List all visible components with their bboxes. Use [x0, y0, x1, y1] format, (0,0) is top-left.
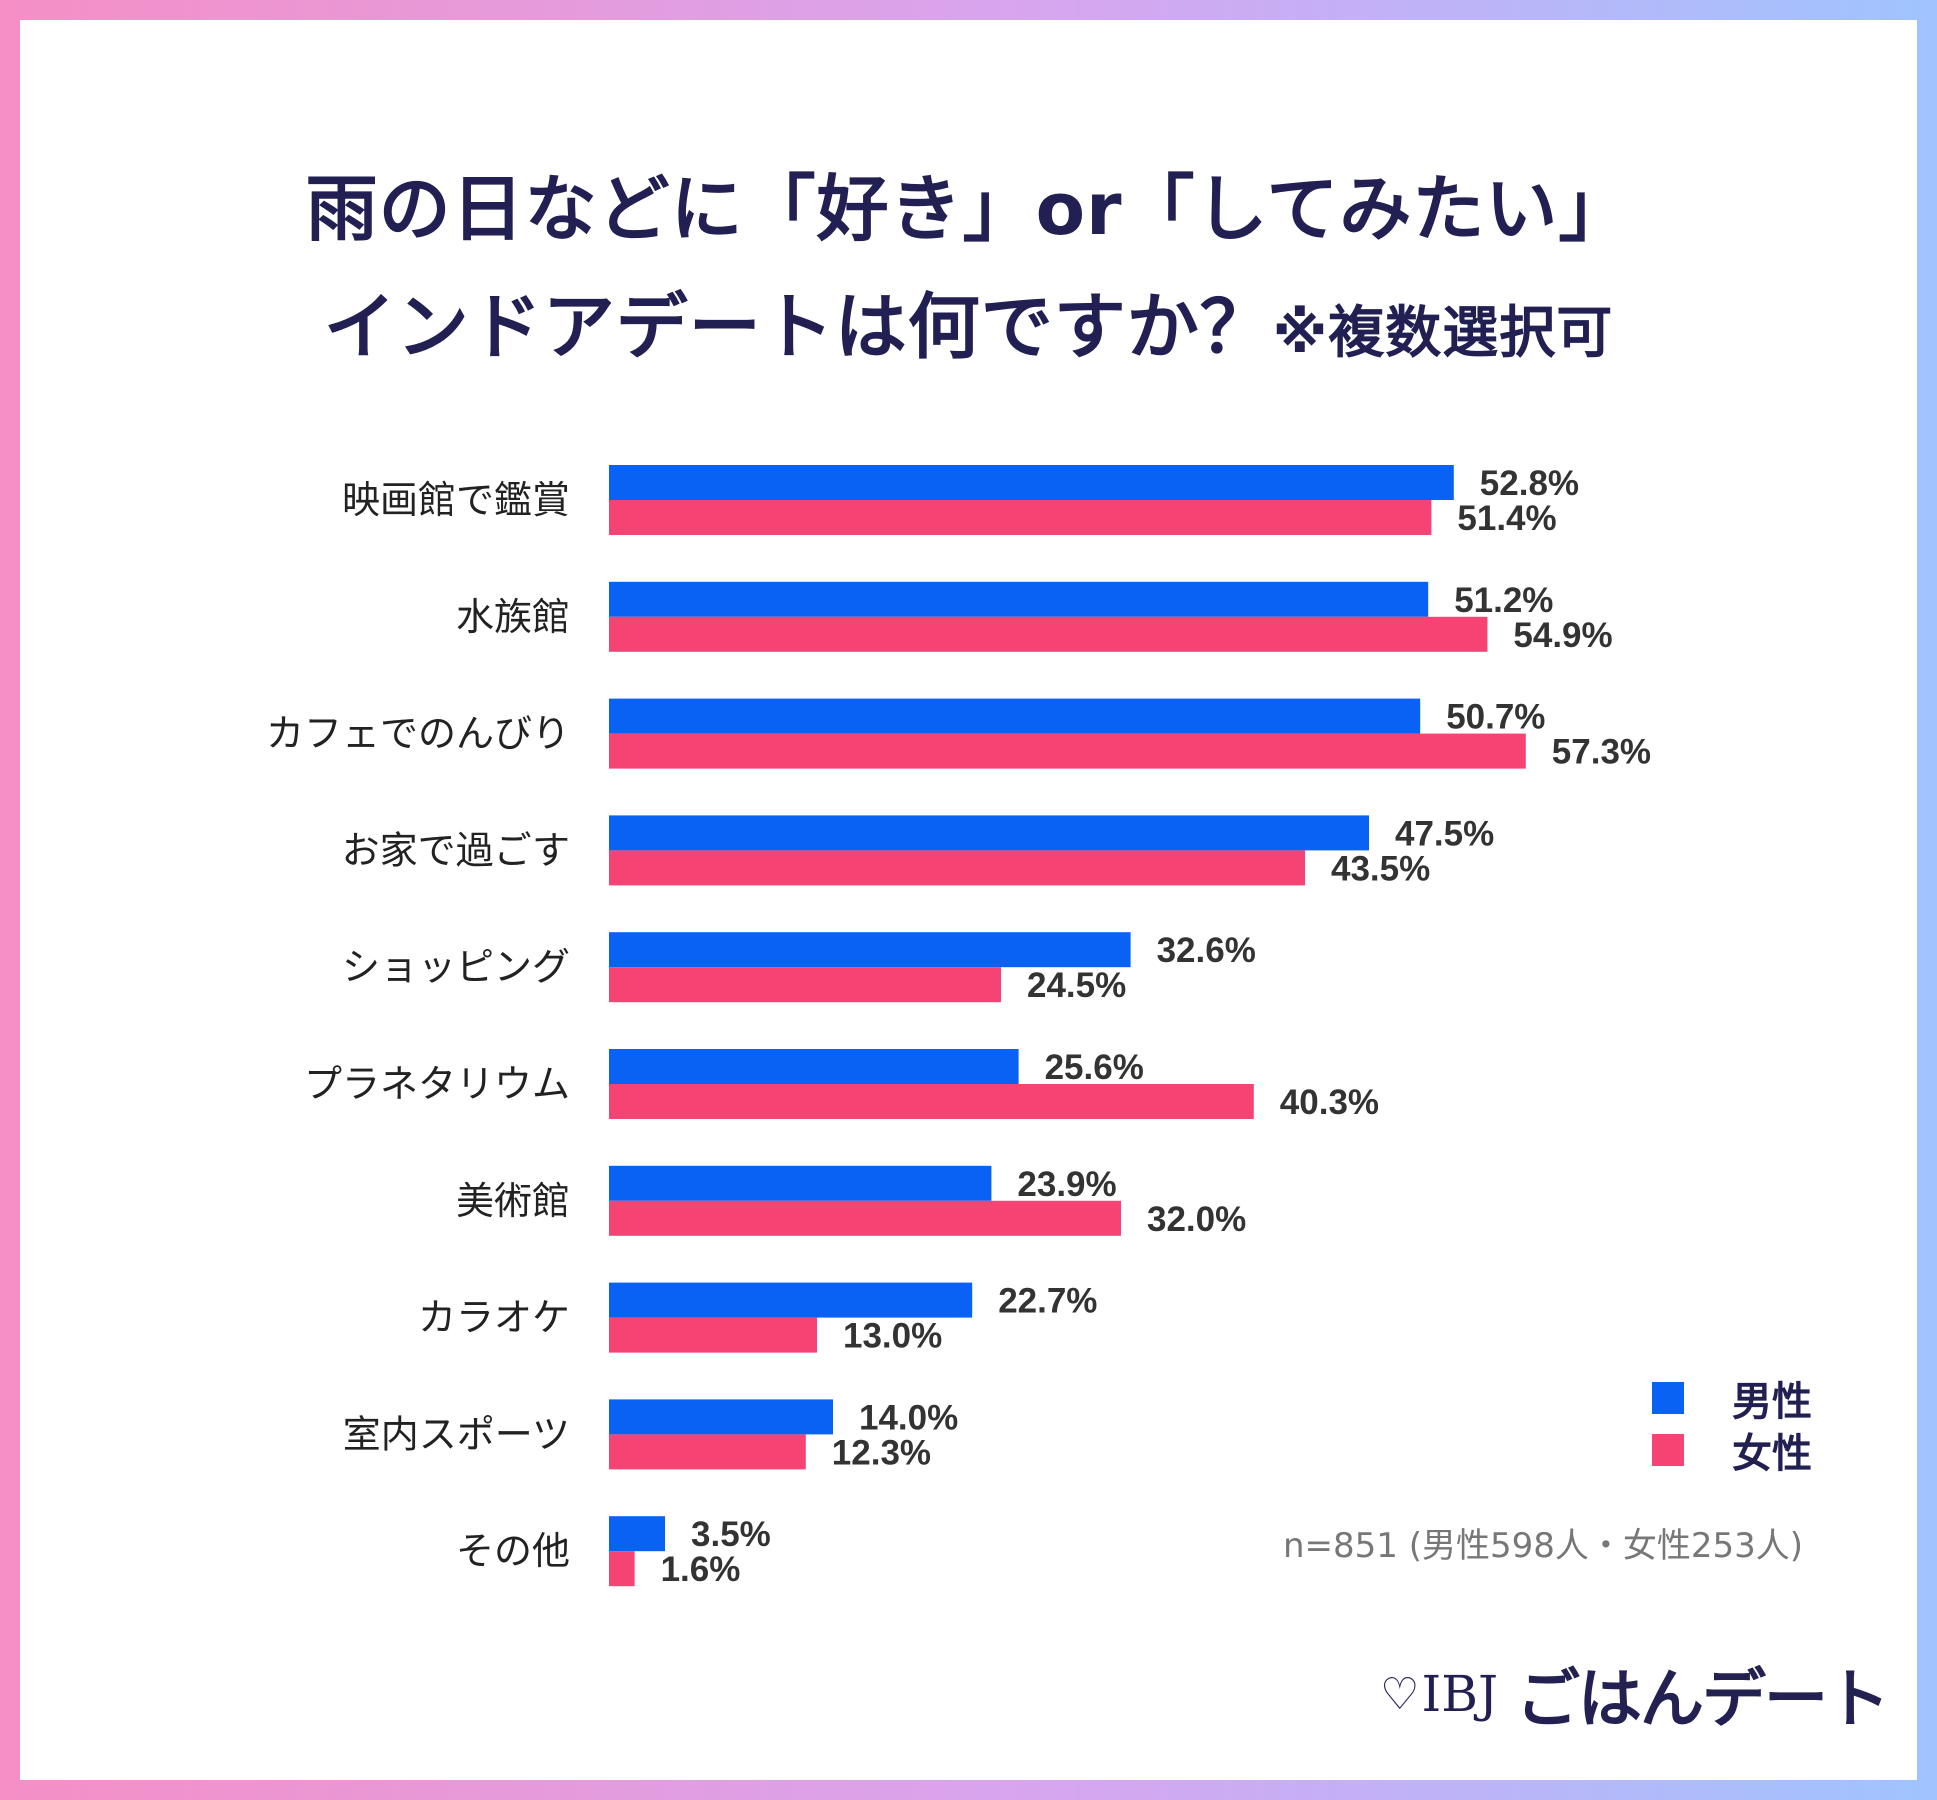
category-label: お家で過ごす: [342, 828, 570, 872]
bar-male: [609, 698, 1421, 734]
legend: 男性 女性: [1652, 1372, 1812, 1477]
legend-item-female: 女性: [1652, 1424, 1812, 1477]
value-label-male: 32.6%: [1157, 931, 1256, 970]
bar-male: [609, 932, 1131, 968]
bar-male: [609, 1399, 833, 1435]
bar-male: [609, 1165, 992, 1201]
value-label-female: 32.0%: [1147, 1200, 1246, 1239]
legend-swatch-male: [1652, 1382, 1684, 1414]
logo-ibj: IBJ: [1421, 1665, 1498, 1723]
category-label: プラネタリウム: [304, 1062, 570, 1106]
value-label-male: 25.6%: [1045, 1048, 1144, 1087]
title-note: ※複数選択可: [1272, 301, 1614, 366]
bar-female: [609, 1551, 635, 1587]
value-label-female: 51.4%: [1457, 499, 1556, 538]
bar-female: [609, 616, 1488, 652]
bar-female: [609, 500, 1432, 535]
category-label: 水族館: [456, 595, 570, 639]
value-label-male: 50.7%: [1446, 698, 1545, 737]
value-label-female: 1.6%: [661, 1550, 741, 1589]
title-line-1: 雨の日などに「好き」or「してみたい」: [305, 167, 1632, 251]
brand-logo: ♡ IBJ ごはんデート: [1380, 1648, 1890, 1740]
bar-male: [609, 1049, 1019, 1084]
bar-group-2: 水族館 51.2%54.9%: [456, 581, 1613, 655]
value-label-male: 3.5%: [691, 1515, 771, 1554]
bar-group-4: お家で過ごす 47.5%43.5%: [342, 814, 1495, 888]
logo-brand: ごはんデート: [1516, 1663, 1890, 1737]
sample-size-note: n=851 (男性598人・女性253人): [1283, 1526, 1804, 1566]
category-label: 映画館で鑑賞: [342, 478, 570, 522]
legend-item-male: 男性: [1652, 1372, 1812, 1425]
bar-male: [609, 815, 1369, 851]
bar-group-8: カラオケ 22.7% 13.0%: [418, 1282, 1097, 1356]
bar-female: [609, 1317, 817, 1353]
value-label-female: 40.3%: [1280, 1083, 1379, 1122]
value-label-female: 12.3%: [832, 1433, 931, 1472]
value-label-male: 23.9%: [1017, 1165, 1116, 1204]
bar-group-10: その他 3.5%1.6%: [456, 1515, 771, 1589]
category-label: カラオケ: [418, 1296, 570, 1340]
chart-card: [20, 20, 1917, 1780]
chart-title: 雨の日などに「好き」or「してみたい」 インドアデートは何ですか？※複数選択可: [0, 150, 1937, 393]
value-label-female: 57.3%: [1552, 733, 1651, 772]
legend-swatch-female: [1652, 1434, 1684, 1466]
value-label-female: 24.5%: [1027, 966, 1126, 1005]
bar-group-6: プラネタリウム 25.6% 40.3%: [304, 1048, 1379, 1122]
bar-male: [609, 1282, 973, 1318]
value-label-female: 13.0%: [843, 1317, 942, 1356]
bar-female: [609, 733, 1526, 769]
legend-label-female: 女性: [1732, 1431, 1812, 1477]
bar-group-3: カフェでのんびり 50.7%57.3%: [266, 698, 1651, 772]
bar-female: [609, 967, 1001, 1003]
title-line-2: インドアデートは何ですか？: [323, 285, 1273, 369]
category-label: ショッピング: [342, 945, 570, 989]
category-label: カフェでのんびり: [266, 712, 570, 756]
bar-group-5: ショッピング 32.6% 24.5%: [342, 931, 1256, 1005]
value-label-male: 52.8%: [1480, 464, 1579, 503]
category-label: 室内スポーツ: [343, 1412, 570, 1456]
value-label-male: 51.2%: [1454, 581, 1553, 620]
bar-female: [609, 1434, 806, 1470]
heart-icon: ♡: [1380, 1668, 1420, 1720]
bar-female: [609, 1200, 1121, 1236]
category-label: 美術館: [456, 1179, 570, 1223]
bar-group-1: 映画館で鑑賞 52.8%51.4%: [342, 464, 1579, 538]
bar-male: [609, 465, 1454, 500]
bar-male: [609, 1516, 665, 1552]
bar-male: [609, 581, 1429, 617]
value-label-male: 22.7%: [998, 1282, 1097, 1321]
value-label-male: 47.5%: [1395, 814, 1494, 853]
bar-group-9: 室内スポーツ 14.0%12.3%: [343, 1398, 959, 1472]
legend-label-male: 男性: [1732, 1379, 1812, 1425]
bar-group-7: 美術館 23.9% 32.0%: [456, 1165, 1246, 1239]
value-label-female: 43.5%: [1331, 849, 1430, 888]
value-label-female: 54.9%: [1513, 616, 1612, 655]
value-label-male: 14.0%: [859, 1398, 958, 1437]
category-label: その他: [456, 1529, 570, 1573]
bar-female: [609, 850, 1305, 886]
bar-female: [609, 1084, 1254, 1119]
